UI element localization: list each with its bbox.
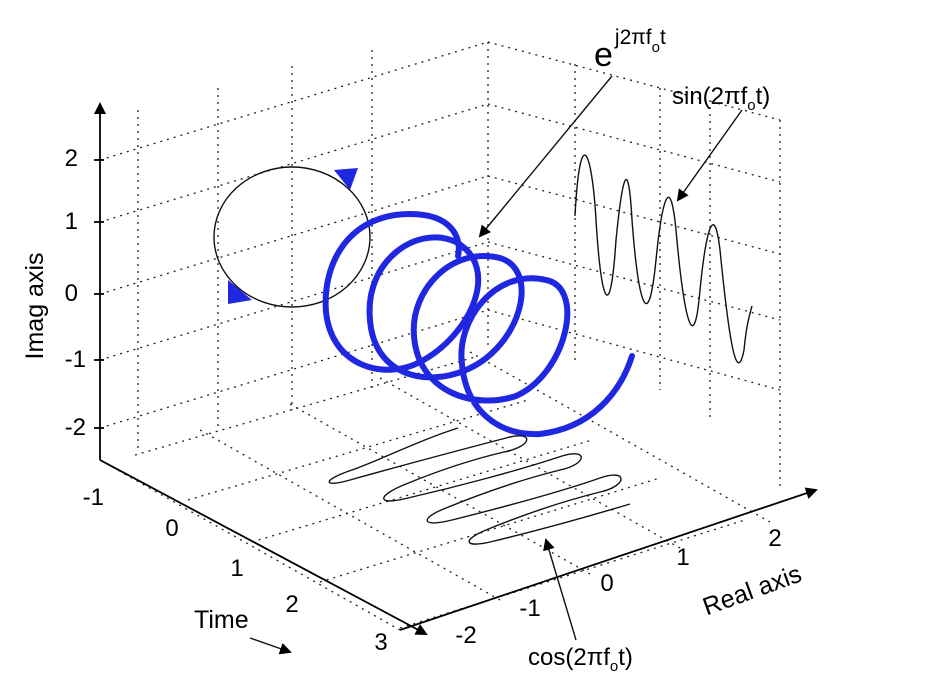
exp-base: e (594, 36, 613, 74)
cos-pointer-arrow (543, 538, 577, 641)
imag-tick: -2 (65, 414, 86, 441)
helix-curve (322, 211, 635, 438)
sin-subscript: o (747, 97, 755, 114)
direction-arrow-bottom (228, 280, 252, 304)
real-tick: 2 (768, 525, 781, 552)
time-tick: -1 (83, 484, 104, 511)
time-tick: 3 (374, 629, 387, 656)
time-tick: 2 (285, 591, 298, 618)
exp-annotation: ej2πfot (478, 26, 666, 238)
imag-axis-label: Imag axis (21, 253, 49, 360)
cos-head: cos(2πf (528, 644, 610, 671)
real-tick: -2 (455, 622, 476, 649)
exp-exponent: j2πf (614, 26, 652, 49)
cosine-wave (328, 427, 631, 545)
real-tick: -1 (519, 595, 540, 622)
time-axis-label: Time (194, 606, 249, 634)
real-tick: 1 (676, 544, 689, 571)
real-axis-ticks: -2 -1 0 1 2 (455, 525, 781, 649)
cos-label: cos(2πfot) (528, 644, 633, 675)
exp-pointer-arrow (478, 75, 613, 238)
unit-circle (213, 166, 371, 308)
cos-annotation: cos(2πfot) (528, 538, 633, 675)
floor-grid (99, 351, 771, 631)
real-axis-label: Real axis (699, 560, 805, 621)
time-tick: 1 (230, 555, 243, 582)
sin-head: sin(2πf (672, 83, 748, 110)
axes (94, 102, 818, 635)
time-axis-line (99, 459, 428, 635)
back-wall-grid (99, 41, 489, 450)
exp-tail: t (660, 26, 666, 49)
time-axis-ticks: -1 0 1 2 3 (83, 484, 388, 656)
imag-tick: -1 (65, 346, 86, 373)
real-tick: 0 (600, 570, 613, 597)
imag-axis-ticks: 2 1 0 -1 -2 (65, 145, 86, 441)
imag-tick: 0 (65, 280, 78, 307)
exp-label: ej2πfot (594, 26, 666, 74)
sin-tail: t) (756, 83, 771, 110)
complex-helix (322, 211, 635, 438)
exp-subscript: o (652, 39, 660, 56)
sine-wave (574, 154, 753, 364)
sin-label: sin(2πfot) (672, 83, 770, 114)
sin-annotation: sin(2πfot) (672, 83, 770, 202)
direction-arrow-top (334, 168, 358, 190)
cos-tail: t) (618, 644, 633, 671)
time-tick: 0 (165, 515, 178, 542)
circle-projection (213, 166, 371, 308)
cosine-projection (328, 427, 631, 545)
sine-projection (574, 154, 753, 364)
real-axis-line (399, 487, 818, 631)
cos-subscript: o (610, 658, 618, 675)
time-label-arrow (249, 637, 292, 655)
imag-tick: 1 (65, 208, 78, 235)
sin-pointer-arrow (676, 109, 743, 202)
imag-tick: 2 (65, 145, 78, 172)
